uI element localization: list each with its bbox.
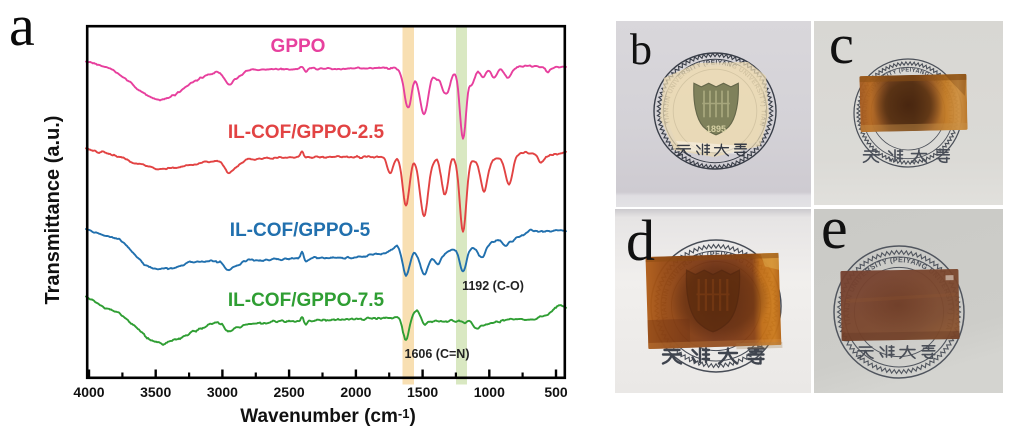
svg-text:IL-COF/GPPO-5: IL-COF/GPPO-5 (230, 220, 371, 241)
svg-text:Transmittance (a.u.): Transmittance (a.u.) (42, 116, 64, 305)
svg-text:1500: 1500 (407, 384, 438, 400)
svg-text:IL-COF/GPPO-2.5: IL-COF/GPPO-2.5 (228, 122, 385, 143)
svg-text:GPPO: GPPO (271, 36, 326, 57)
svg-text:b: b (630, 25, 652, 74)
svg-text:3000: 3000 (207, 384, 238, 400)
svg-text:a: a (9, 0, 35, 58)
svg-text:c: c (829, 14, 854, 76)
svg-text:1895: 1895 (706, 124, 726, 134)
svg-text:1192 (C-O): 1192 (C-O) (462, 279, 524, 293)
svg-text:e: e (821, 195, 848, 261)
svg-text:500: 500 (544, 384, 568, 400)
svg-text:3500: 3500 (140, 384, 171, 400)
svg-text:Wavenumber (cm-1): Wavenumber (cm-1) (240, 406, 416, 427)
svg-text:1000: 1000 (474, 384, 505, 400)
svg-text:1606 (C=N): 1606 (C=N) (405, 347, 470, 361)
svg-text:4000: 4000 (73, 384, 104, 400)
svg-text:IL-COF/GPPO-7.5: IL-COF/GPPO-7.5 (228, 290, 385, 311)
svg-text:2500: 2500 (274, 384, 305, 400)
svg-text:d: d (626, 208, 655, 273)
svg-text:2000: 2000 (340, 384, 371, 400)
